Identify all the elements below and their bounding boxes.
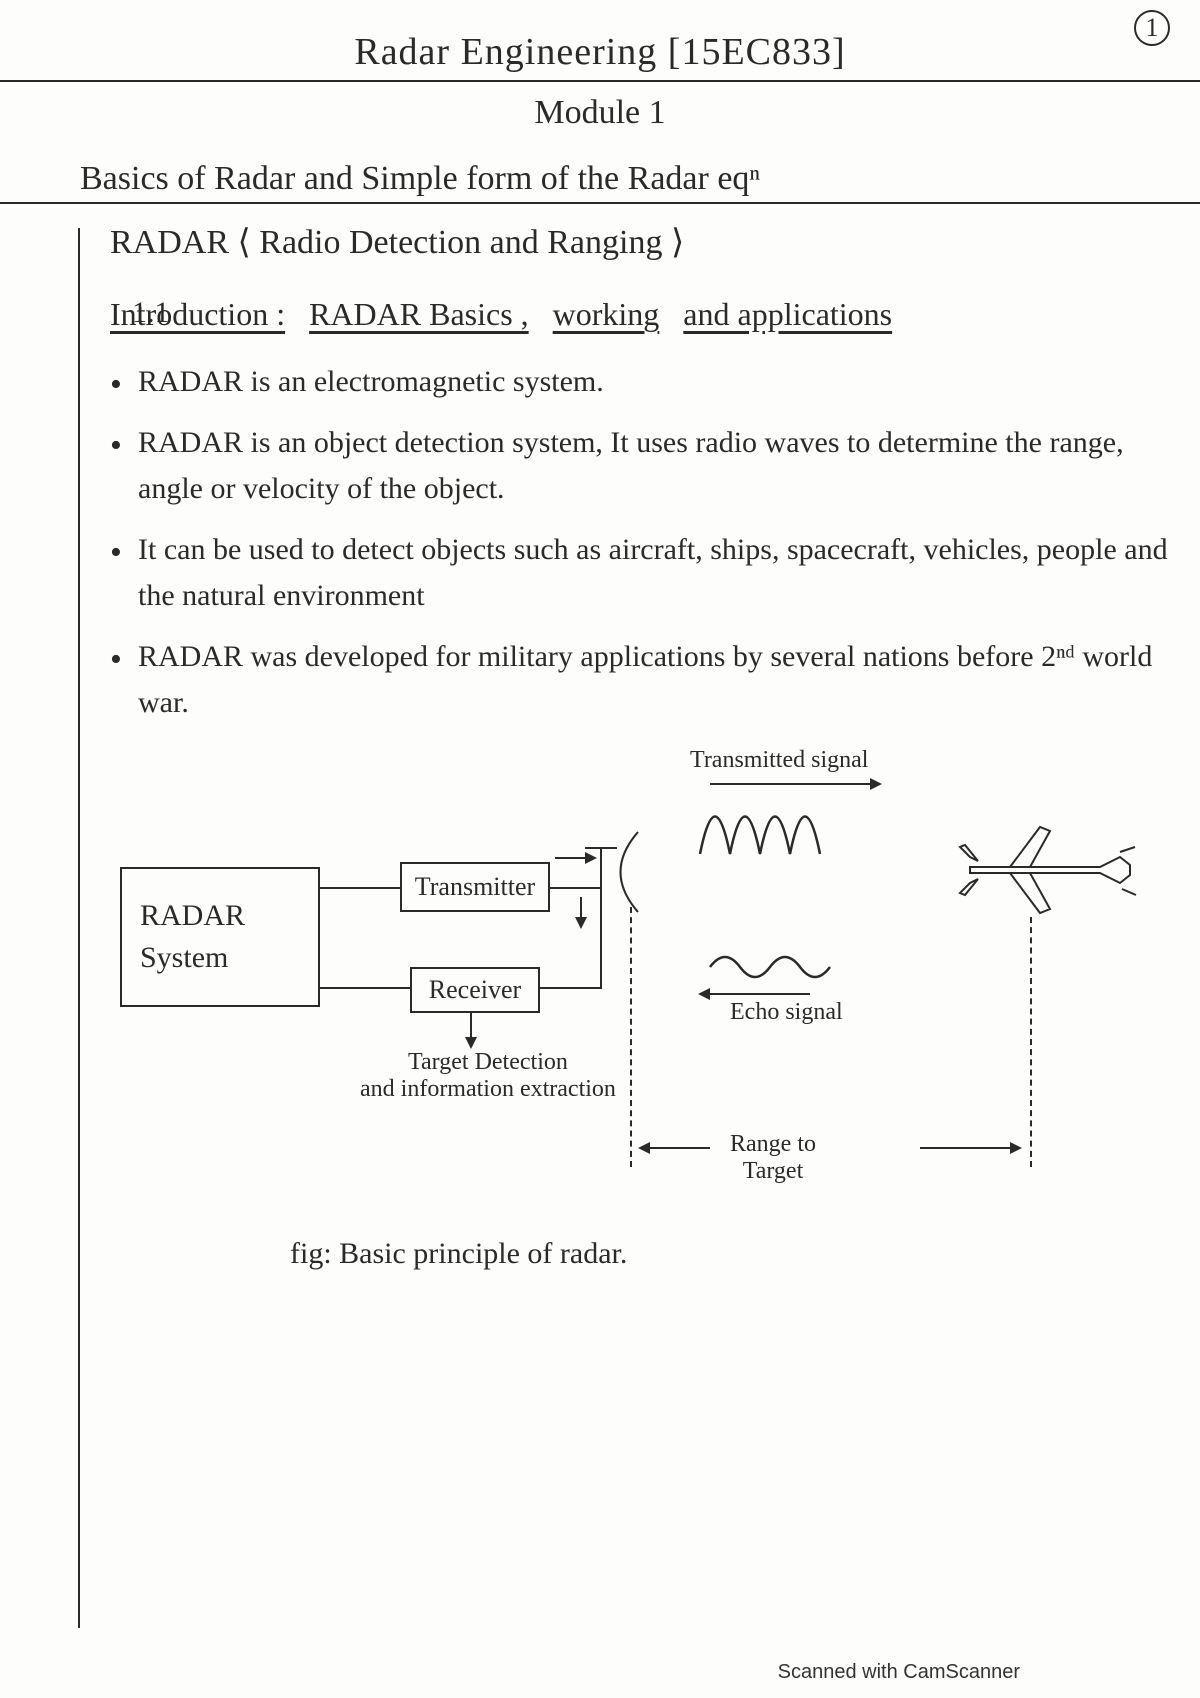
transmitter-box: Transmitter	[400, 862, 550, 912]
figure-caption: fig: Basic principle of radar.	[290, 1237, 1180, 1271]
page-title: Radar Engineering [15EC833]	[0, 0, 1200, 74]
intro-topic-1: RADAR Basics ,	[309, 296, 529, 332]
aircraft-icon	[960, 807, 1150, 927]
radar-system-label: RADAR System	[140, 895, 245, 979]
page-number-circle: 1	[1134, 10, 1170, 46]
echo-wave-icon	[710, 947, 830, 987]
tx-signal-arrow	[710, 783, 880, 785]
left-margin-rule	[78, 228, 80, 1628]
section-heading: Basics of Radar and Simple form of the R…	[80, 160, 1200, 198]
range-label: Range to Target	[730, 1131, 816, 1185]
bullet-item: RADAR is an electromagnetic system.	[110, 359, 1180, 406]
transmitter-label: Transmitter	[415, 872, 535, 902]
wire	[600, 887, 602, 989]
target-detection-label: Target Detection and information extract…	[360, 1049, 616, 1103]
module-heading: Module 1	[0, 94, 1200, 132]
scanner-watermark: Scanned with CamScanner	[778, 1661, 1020, 1684]
intro-topic-3: and applications	[683, 296, 892, 332]
wire	[550, 887, 600, 889]
wire	[540, 987, 600, 989]
antenna-dish-icon	[608, 832, 648, 912]
receiver-label: Receiver	[429, 975, 521, 1005]
content-area: RADAR ⟨ Radio Detection and Ranging ⟩ 1.…	[110, 222, 1180, 1271]
range-dash-left	[630, 907, 632, 1167]
title-underline	[0, 80, 1200, 82]
radar-diagram: RADAR System Transmitter Receiver	[110, 747, 1180, 1227]
bullet-item: It can be used to detect objects such as…	[110, 527, 1180, 620]
radar-system-box: RADAR System	[120, 867, 320, 1007]
transmitted-signal-label: Transmitted signal	[690, 747, 868, 774]
intro-topic-2: working	[553, 296, 660, 332]
section-underline	[0, 202, 1200, 204]
section-number: 1.1	[132, 296, 170, 330]
bullet-list: RADAR is an electromagnetic system. RADA…	[110, 359, 1180, 727]
receiver-out-arrow	[470, 1013, 472, 1047]
acronym-expansion: RADAR ⟨ Radio Detection and Ranging ⟩	[110, 222, 1180, 262]
duplexer-down-arrow	[580, 897, 582, 927]
echo-arrow	[700, 993, 810, 995]
bullet-item: RADAR is an object detection system, It …	[110, 420, 1180, 513]
wire	[320, 987, 410, 989]
range-arrow-right	[920, 1147, 1020, 1149]
range-dash-right	[1030, 917, 1032, 1167]
tx-wave-icon	[700, 789, 850, 859]
intro-row: 1.1 Introduction : RADAR Basics , workin…	[110, 296, 1180, 333]
bullet-item: RADAR was developed for military applica…	[110, 634, 1180, 727]
receiver-box: Receiver	[410, 967, 540, 1013]
tx-arrow	[555, 857, 595, 859]
wire	[320, 887, 400, 889]
range-arrow-left	[640, 1147, 710, 1149]
antenna-stem	[600, 847, 602, 887]
echo-signal-label: Echo signal	[730, 999, 843, 1026]
